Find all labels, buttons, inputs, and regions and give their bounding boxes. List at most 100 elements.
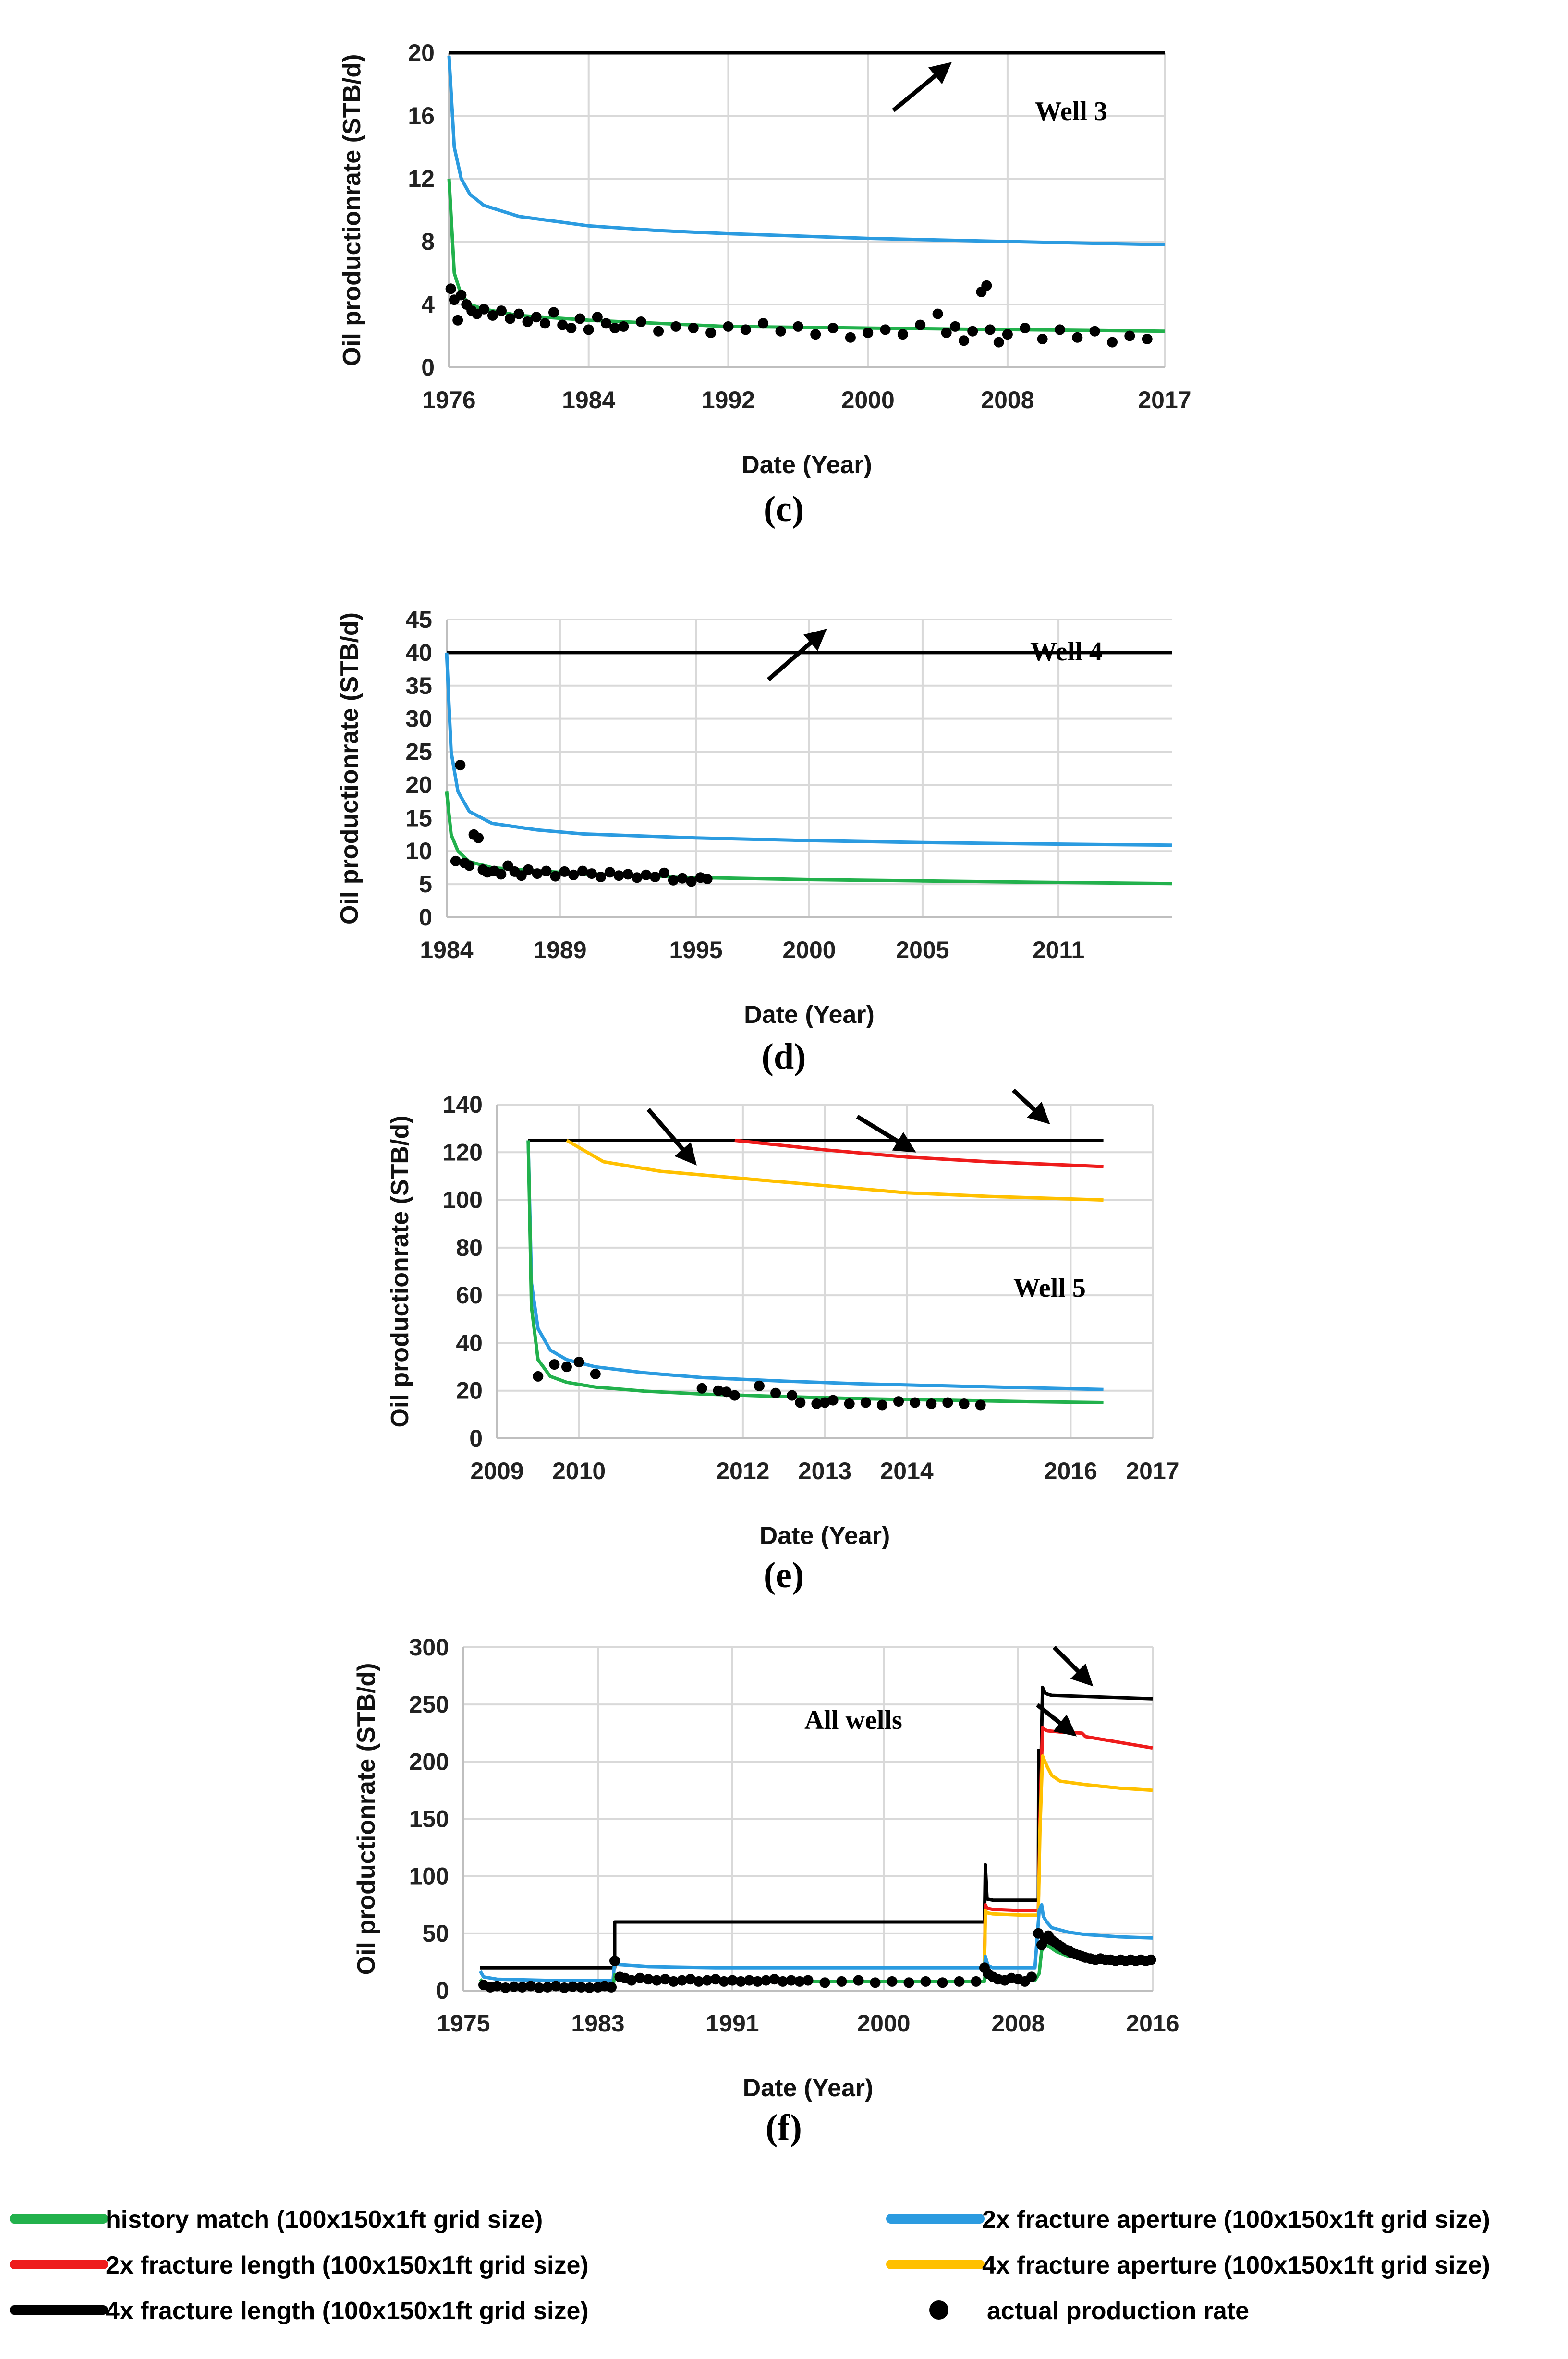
data-point-actual [959, 335, 970, 346]
x-tick-label: 2017 [1126, 1458, 1179, 1484]
data-point-actual [601, 318, 612, 329]
data-point-actual [713, 1385, 724, 1396]
data-point-actual [775, 326, 786, 337]
data-point-actual [567, 1981, 578, 1992]
y-tick-label: 150 [409, 1806, 449, 1833]
data-point-actual [550, 871, 561, 882]
data-point-actual [609, 323, 620, 334]
y-tick-label: 20 [405, 771, 432, 798]
y-axis-label: Oil productionrate (STB/d) [352, 1663, 380, 1975]
y-tick-label: 0 [436, 1977, 449, 2004]
data-point-actual [576, 1982, 586, 1993]
data-point-actual [693, 1976, 704, 1987]
data-point-actual [860, 1397, 871, 1408]
data-point-actual [967, 326, 978, 337]
data-point-actual [604, 867, 615, 878]
data-point-actual [668, 1976, 679, 1987]
data-point-actual [778, 1976, 788, 1987]
x-tick-label: 2008 [981, 387, 1034, 413]
data-point-actual [942, 1397, 953, 1408]
y-tick-label: 80 [456, 1234, 483, 1261]
y-tick-label: 250 [409, 1691, 449, 1718]
data-point-actual [937, 1977, 948, 1988]
data-point-actual [574, 313, 585, 324]
y-tick-label: 4 [421, 291, 435, 318]
x-tick-label: 1984 [420, 936, 473, 963]
data-point-actual [910, 1397, 921, 1408]
data-point-actual [626, 1975, 637, 1986]
data-point-actual [981, 280, 992, 291]
data-point-actual [586, 868, 597, 879]
data-point-actual [1072, 332, 1083, 343]
data-point-actual [517, 1982, 528, 1993]
data-point-actual [559, 1982, 570, 1993]
well-label: Well 3 [1035, 97, 1107, 126]
x-axis-label: Date (Year) [744, 1001, 875, 1029]
well-label: All wells [804, 1705, 902, 1735]
data-point-actual [954, 1976, 965, 1987]
data-point-actual [584, 1982, 595, 1993]
data-point-actual [590, 1369, 601, 1379]
data-point-actual [634, 1972, 645, 1983]
x-tick-label: 2013 [798, 1458, 851, 1484]
data-point-actual [836, 1976, 847, 1987]
data-point-actual [941, 328, 952, 338]
data-point-actual [880, 324, 891, 335]
data-point-actual [609, 1956, 620, 1966]
data-point-actual [718, 1976, 729, 1987]
x-tick-label: 2005 [896, 936, 949, 963]
well-label: Well 4 [1030, 637, 1103, 667]
data-point-actual [827, 1395, 839, 1406]
data-point-actual [496, 869, 507, 880]
y-tick-label: 35 [405, 672, 432, 699]
data-point-actual [685, 1974, 696, 1985]
data-point-actual [1145, 1954, 1156, 1965]
data-point-actual [522, 316, 533, 327]
x-tick-label: 2017 [1138, 387, 1191, 413]
data-point-actual [559, 866, 570, 877]
series-line-2x-fracture-aperture-100x150x1ft-grid-size [445, 652, 1172, 847]
legend-label: 4x fracture length (100x150x1ft grid siz… [106, 2297, 589, 2325]
data-point-actual [533, 1371, 544, 1382]
data-point-actual [641, 869, 652, 880]
data-point-actual [887, 1976, 898, 1987]
y-tick-label: 12 [408, 165, 435, 192]
legend-item-length2: 2x fracture length (100x150x1ft grid siz… [10, 2251, 589, 2279]
data-point-actual [903, 1977, 914, 1988]
arrow-annotation [892, 62, 952, 112]
data-point-actual [985, 324, 996, 335]
panel-label: (e) [764, 1555, 804, 1595]
legend-item-length4: 4x fracture length (100x150x1ft grid siz… [10, 2297, 589, 2325]
data-point-actual [810, 329, 821, 340]
data-point-actual [786, 1975, 797, 1986]
data-point-actual [754, 1380, 765, 1391]
data-point-actual [473, 832, 484, 843]
y-tick-label: 45 [405, 606, 432, 633]
series-line-4x-fracture-aperture-100x150x1ft-grid-size [983, 1754, 1153, 1968]
x-tick-label: 2008 [991, 2010, 1045, 2037]
y-tick-label: 0 [419, 904, 432, 931]
arrow-annotation [1036, 1703, 1077, 1737]
data-point-actual [566, 323, 577, 334]
data-point-actual [452, 315, 463, 326]
data-point-actual [635, 316, 646, 327]
y-tick-label: 50 [422, 1920, 449, 1947]
series-line-2x-fracture-length-100x150x1ft-grid-size [734, 1139, 1104, 1168]
data-point-actual [557, 319, 568, 330]
data-point-actual [516, 870, 527, 881]
y-axis-label: Oil productionrate (STB/d) [338, 54, 366, 366]
data-point-actual [819, 1977, 830, 1988]
data-point-actual [819, 1397, 830, 1408]
data-point-actual [770, 1387, 781, 1398]
data-point-actual [932, 308, 943, 319]
arrow-annotation [1011, 1088, 1050, 1125]
series-line-2x-fracture-aperture-100x150x1ft-grid-size [526, 1140, 1104, 1391]
data-point-actual [622, 869, 633, 880]
data-point-actual [464, 860, 475, 871]
x-tick-label: 2016 [1044, 1458, 1097, 1484]
data-point-actual [1124, 330, 1135, 341]
data-point-actual [723, 321, 734, 332]
data-point-actual [688, 323, 699, 334]
data-point-actual [1055, 324, 1065, 335]
data-point-actual [505, 313, 516, 324]
